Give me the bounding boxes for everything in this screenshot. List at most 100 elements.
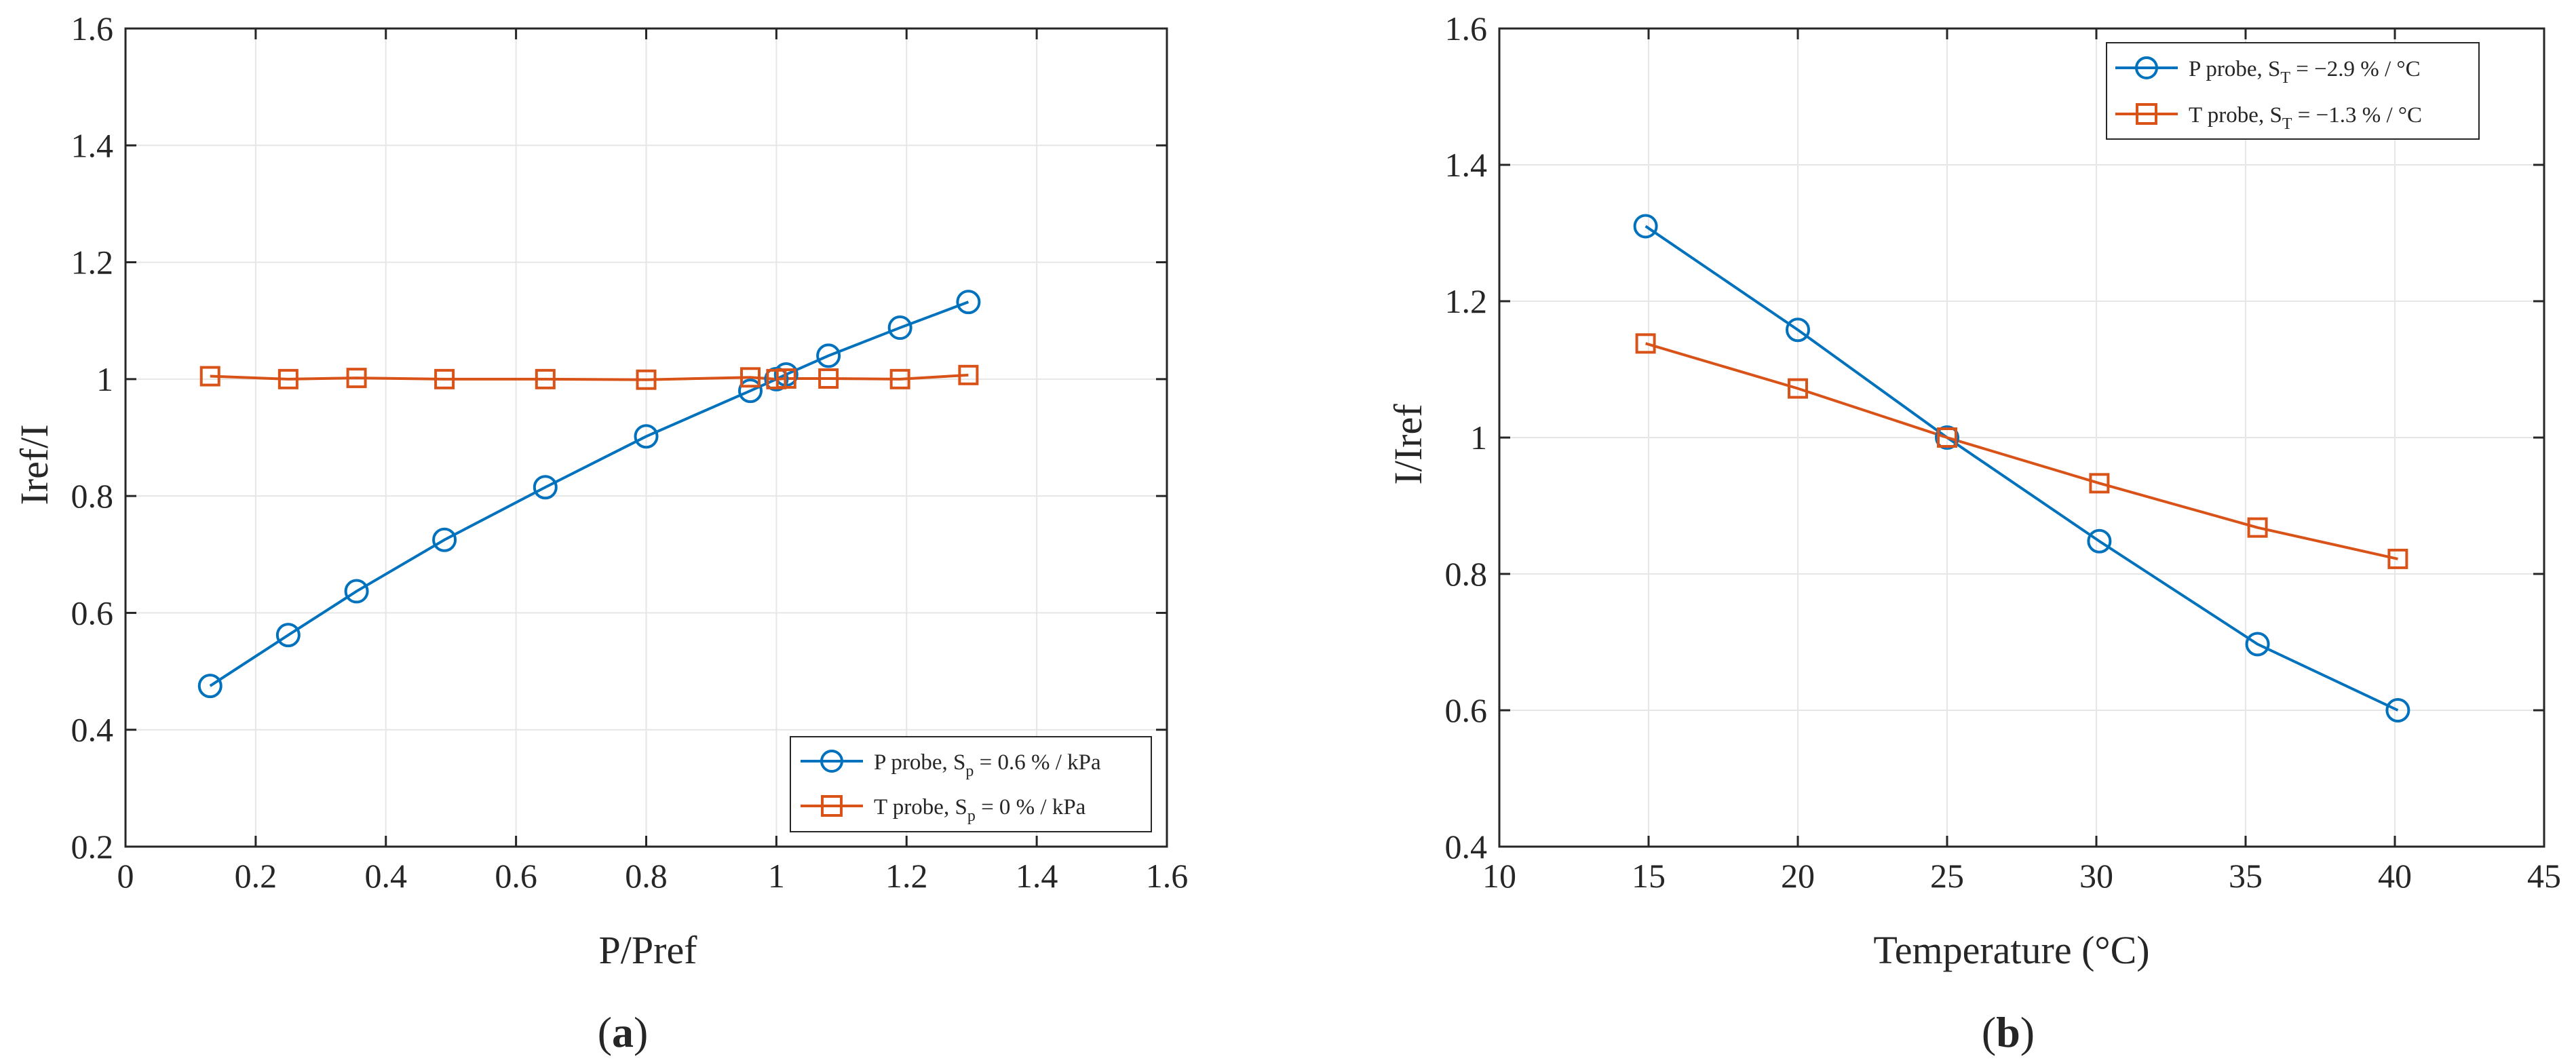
chart-a-x-axis-label: P/Pref: [599, 928, 698, 972]
chart-a-point-p-probe: [275, 623, 301, 648]
chart-a-legend-sub-p-probe: p: [965, 763, 974, 780]
chart-b-panel-label: (b): [1982, 1008, 2035, 1056]
chart-a-point-p-probe: [432, 527, 457, 552]
chart-a-panel-paren-close: ): [634, 1008, 648, 1056]
chart-a-markers: [197, 290, 981, 699]
chart-a-point-t-probe: [535, 368, 556, 389]
chart-b-series-lines: [1645, 225, 2399, 712]
chart-a-point-t-probe: [889, 368, 910, 389]
chart-a-legend-marker-t-probe: [821, 795, 843, 817]
chart-a-legend-prefix-p-probe: P probe, S: [874, 750, 965, 775]
chart-b-series-line-p-probe: [1645, 225, 2399, 712]
chart-a-y-tick-label: 1: [96, 360, 113, 398]
chart-b-x-tick-label: 30: [2079, 857, 2113, 895]
chart-a-legend-text-t-probe: T probe, Sp = 0 % / kPa: [874, 795, 1086, 825]
chart-a-point-t-probe: [199, 366, 220, 387]
chart-a-x-tick-label: 1: [768, 857, 785, 895]
chart-b-legend-marker-p-probe: [2135, 56, 2158, 79]
chart-a-legend-prefix-t-probe: T probe, S: [874, 795, 967, 819]
chart-b-legend-sub-p-probe: T: [2280, 69, 2290, 87]
chart-a-y-tick-label: 1.2: [71, 244, 114, 282]
chart-b-point-p-probe: [1935, 425, 1959, 450]
chart-a-legend-suffix-t-probe: = 0 % / kPa: [976, 795, 1086, 819]
chart-b-point-t-probe: [1937, 427, 1957, 448]
chart-b-panel-letter: b: [1996, 1008, 2020, 1056]
chart-a-y-tick-label: 0.2: [71, 828, 114, 866]
chart-a-legend-entry-t-probe: T probe, Sp = 0 % / kPa: [801, 795, 1086, 825]
chart-a-point-t-probe: [818, 368, 839, 389]
chart-b-x-tick-label: 10: [1482, 857, 1516, 895]
chart-b-point-t-probe: [1635, 333, 1656, 354]
chart-a-point-t-probe: [346, 368, 367, 389]
chart-a-point-p-probe: [887, 315, 912, 341]
chart-a-point-t-probe: [434, 368, 455, 389]
chart-b-point-p-probe: [2087, 528, 2112, 554]
chart-a-x-tick-label: 0.8: [625, 857, 668, 895]
chart-a-x-ticks: 0 0.2 0.4 0.6 0.8 1 1.2 1.4 1.6: [117, 28, 1189, 895]
chart-a-y-ticks: 0.2 0.4 0.6 0.8 1 1.2 1.4 1.6: [71, 9, 1167, 866]
chart-b-legend-marker-t-probe: [2136, 103, 2157, 125]
chart-b-x-tick-label: 35: [2229, 857, 2263, 895]
chart-b-y-tick-label: 1.2: [1445, 282, 1488, 320]
chart-a-point-t-probe: [636, 369, 657, 390]
chart-a-point-p-probe: [738, 379, 763, 404]
chart-a-x-tick-label: 1.6: [1146, 857, 1189, 895]
chart-b-y-tick-label: 0.6: [1445, 691, 1488, 729]
chart-b-legend-entry-t-probe: T probe, ST = −1.3 % / °C: [2115, 103, 2422, 133]
chart-b-point-t-probe: [1788, 378, 1808, 399]
chart-b-markers: [1633, 214, 2410, 722]
chart-b-grid: [1499, 28, 2545, 847]
chart-a-point-t-probe: [277, 368, 299, 389]
chart-a-point-p-probe: [816, 343, 841, 368]
chart-a-x-tick-label: 0.2: [235, 857, 277, 895]
chart-a-point-t-probe: [775, 368, 796, 389]
chart-a-legend-text-p-probe: P probe, Sp = 0.6 % / kPa: [874, 750, 1101, 780]
chart-b-x-ticks: 10 15 20 25 30 35 40 45: [1482, 28, 2561, 895]
chart-b-y-tick-label: 0.4: [1445, 828, 1488, 866]
chart-a-point-t-probe: [740, 367, 761, 388]
chart-a-point-p-probe: [344, 579, 369, 604]
chart-b-y-tick-label: 1.6: [1445, 9, 1488, 47]
chart-a-legend-suffix-p-probe: = 0.6 % / kPa: [974, 750, 1101, 775]
chart-b-x-tick-label: 45: [2527, 857, 2561, 895]
chart-b-legend-box: [2106, 42, 2480, 140]
chart-a-series-line-t-probe: [210, 373, 969, 381]
chart-a-point-t-probe: [958, 364, 979, 385]
chart-b-point-p-probe: [1786, 317, 1810, 343]
chart-a-point-p-probe: [956, 290, 981, 315]
chart-a-legend-marker-p-probe: [820, 750, 843, 773]
chart-b-legend-suffix-p-probe: = −2.9 % / °C: [2290, 57, 2421, 81]
chart-b-legend-sub-t-probe: T: [2282, 115, 2292, 133]
chart-b-y-tick-label: 0.8: [1445, 555, 1488, 593]
chart-a-y-tick-label: 0.4: [71, 711, 114, 749]
chart-a-x-tick-label: 0.4: [365, 857, 408, 895]
chart-b-x-axis-label: Temperature (°C): [1873, 928, 2149, 972]
chart-b-x-tick-label: 20: [1781, 857, 1815, 895]
chart-b-point-p-probe: [2385, 698, 2410, 722]
chart-a-x-tick-label: 0.6: [495, 857, 537, 895]
chart-b-legend: P probe, ST = −2.9 % / °C T probe, ST = …: [2106, 42, 2480, 140]
chart-b-x-tick-label: 40: [2378, 857, 2412, 895]
chart-a-panel-letter: a: [612, 1008, 634, 1056]
chart-b-y-ticks: 0.4 0.6 0.8 1 1.2 1.4 1.6: [1445, 9, 2544, 866]
chart-b-point-p-probe: [1633, 214, 1658, 239]
chart-b-series-line-t-probe: [1645, 342, 2398, 560]
chart-b-panel-paren-close: ): [2020, 1008, 2035, 1056]
chart-a-legend-box: [790, 736, 1152, 832]
chart-b-y-tick-label: 1: [1470, 419, 1487, 457]
chart-b-legend-prefix-p-probe: P probe, S: [2189, 57, 2280, 81]
chart-a-legend: P probe, Sp = 0.6 % / kPa T probe, Sp = …: [790, 736, 1152, 832]
chart-b-point-p-probe: [2245, 632, 2270, 657]
chart-a-series-line-p-probe: [209, 301, 969, 687]
chart-b-point-t-probe: [2247, 517, 2268, 538]
chart-b-x-tick-label: 25: [1930, 857, 1964, 895]
chart-b: 10 15 20 25 30 35 40 45 0.4 0.6 0.8 1 1.2 1.4 1.6 Tem…: [1386, 9, 2561, 1056]
chart-a-point-p-probe: [197, 674, 223, 699]
chart-b-legend-suffix-t-probe: = −1.3 % / °C: [2292, 103, 2422, 128]
chart-b-legend-entry-p-probe: P probe, ST = −2.9 % / °C: [2115, 56, 2421, 87]
chart-a-point-p-probe: [533, 475, 558, 500]
chart-b-panel-paren-open: (: [1982, 1008, 1996, 1056]
chart-b-y-axis-label: I/Iref: [1386, 404, 1430, 485]
chart-b-x-tick-label: 15: [1632, 857, 1666, 895]
